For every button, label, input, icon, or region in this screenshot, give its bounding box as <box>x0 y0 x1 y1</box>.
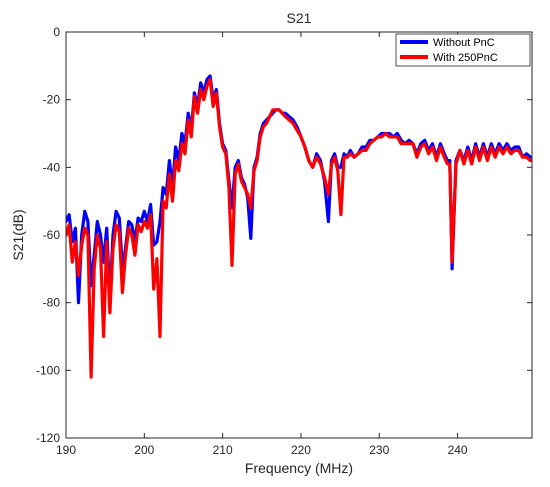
y-tick-label: -100 <box>36 363 60 377</box>
y-tick-label: -60 <box>43 228 61 242</box>
y-axis-title: S21(dB) <box>10 209 26 260</box>
y-tick-label: 0 <box>53 25 60 39</box>
x-tick-label: 190 <box>56 443 76 457</box>
y-tick-label: -80 <box>43 296 61 310</box>
y-tick-label: -120 <box>36 431 60 445</box>
x-axis-title: Frequency (MHz) <box>245 460 353 476</box>
legend-label-with-250pnc: With 250PnC <box>433 52 498 64</box>
legend-label-without-pnc: Without PnC <box>433 37 495 49</box>
y-tick-label: -20 <box>43 93 61 107</box>
x-tick-label: 200 <box>134 443 154 457</box>
x-tick-label: 220 <box>291 443 311 457</box>
series-line-with-250pnc <box>66 77 532 379</box>
x-tick-label: 210 <box>213 443 233 457</box>
tick-labels: 190 200 210 220 230 240 0 -20 -40 -60 -80 -100 -120 <box>36 25 468 457</box>
x-tick-label: 240 <box>448 443 468 457</box>
legend-box <box>395 33 531 67</box>
y-tick-label: -40 <box>43 160 61 174</box>
legend: Without PnC With 250PnC <box>395 33 531 67</box>
chart-title: S21 <box>287 10 312 26</box>
x-tick-label: 230 <box>369 443 389 457</box>
series-lines <box>66 74 532 379</box>
plot-frame <box>65 31 533 439</box>
